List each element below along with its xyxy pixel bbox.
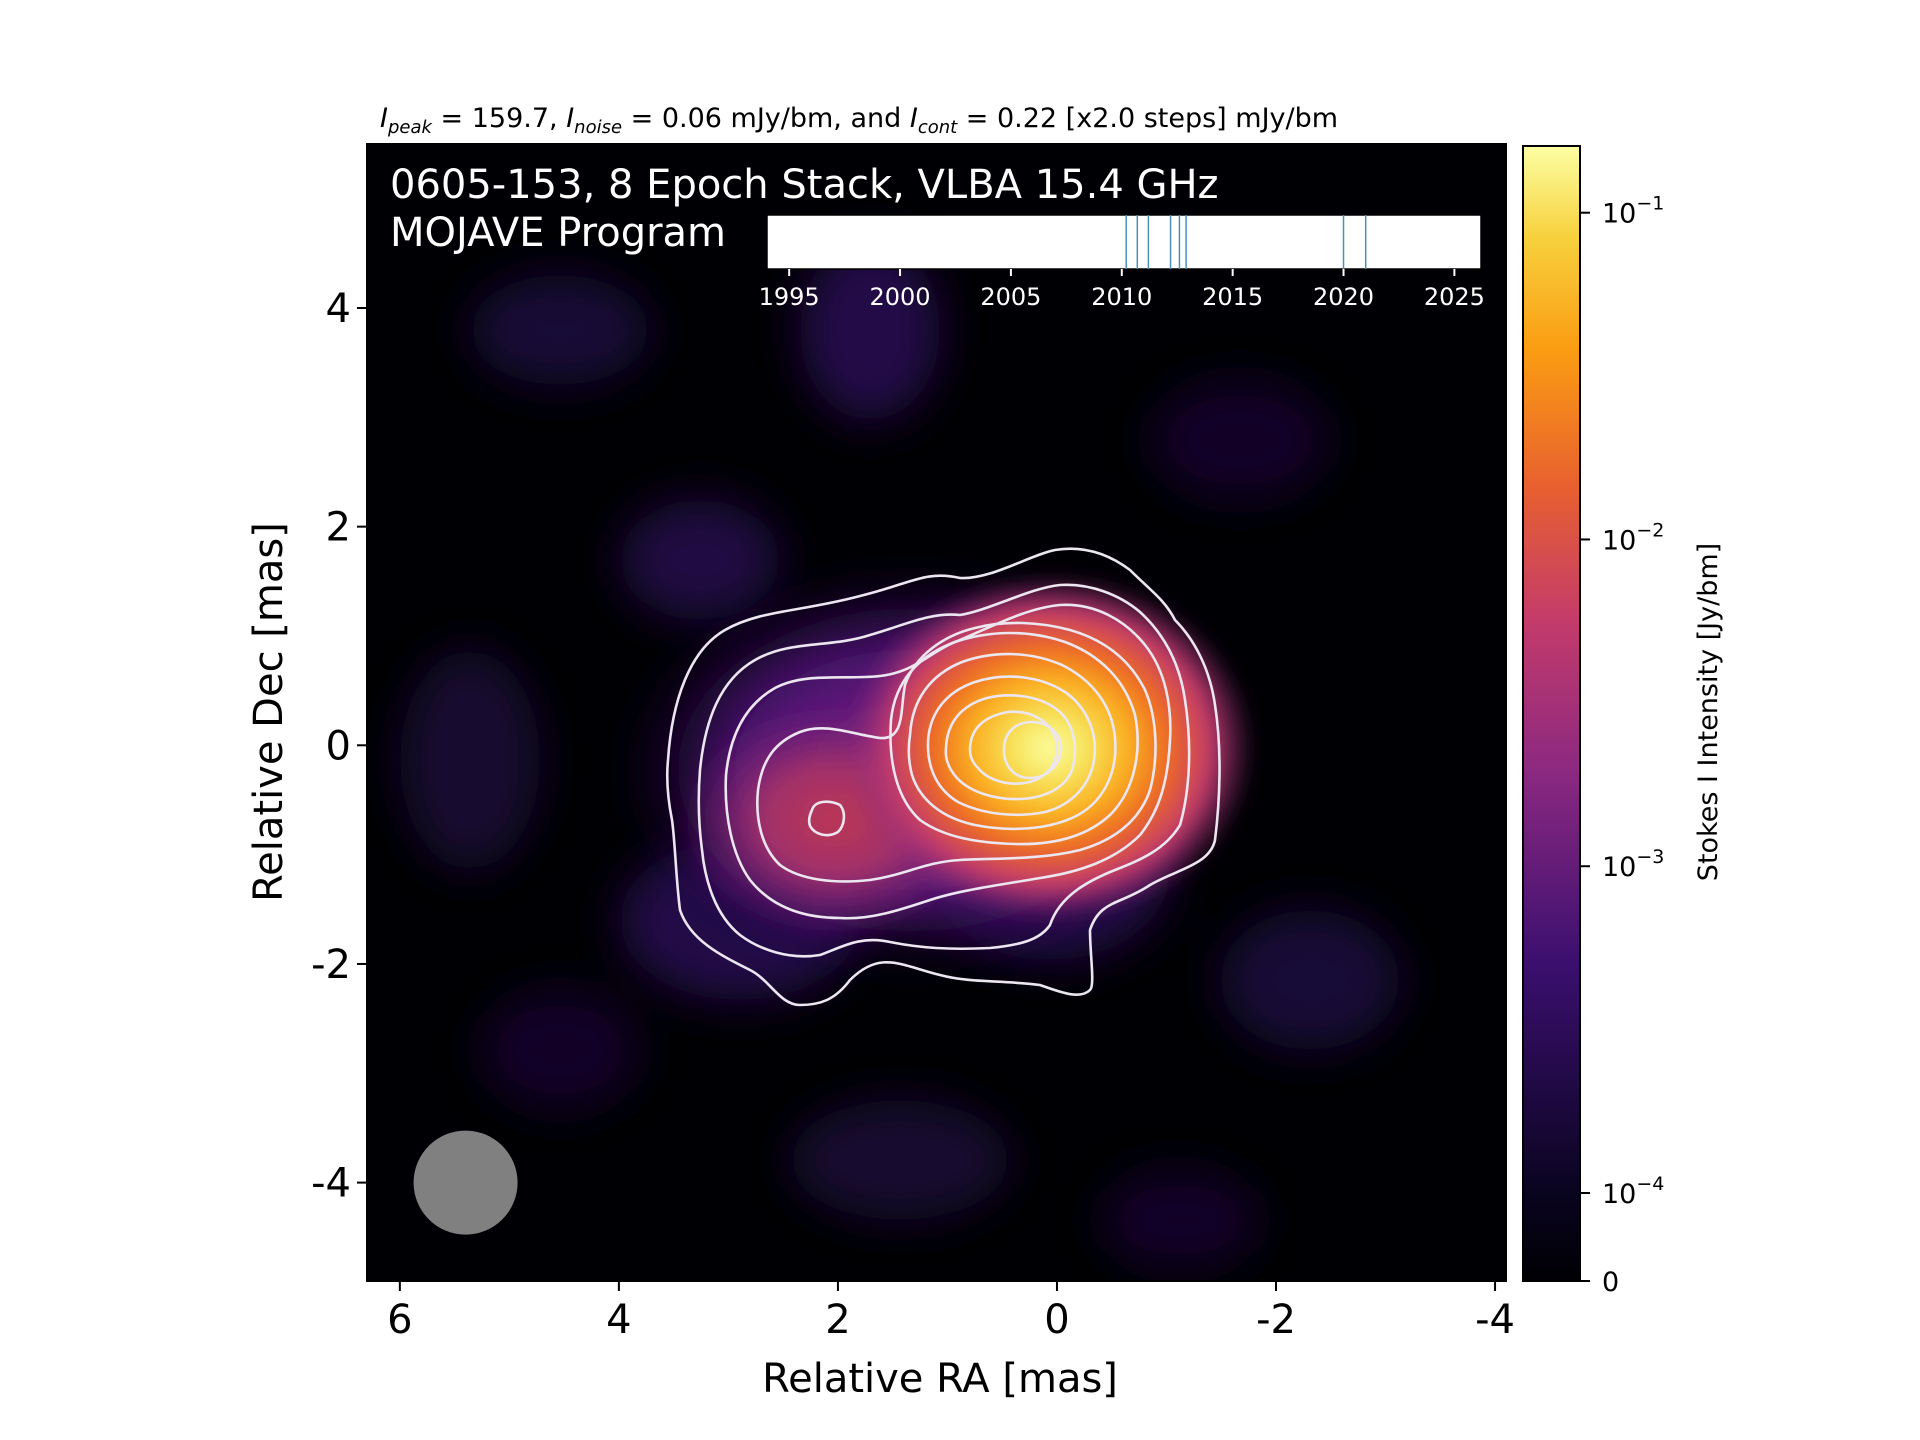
plot-title: 0605-153, 8 Epoch Stack, VLBA 15.4 GHz M… (390, 162, 1219, 256)
contour-6 (907, 652, 1117, 831)
timeline-epochs (1125, 215, 1367, 269)
y-axis: 4 2 0 -2 -4 (311, 286, 367, 1207)
timeline-tick-label: 2010 (1091, 283, 1152, 311)
colorbar-tick-label: 10−1 (1602, 193, 1664, 230)
plot-frame (366, 143, 1507, 1282)
timeline-ticks: 1995 2000 2005 2010 2015 2020 2025 (759, 269, 1485, 311)
contour-8 (944, 694, 1077, 801)
colorbar-tick-label: 10−3 (1602, 846, 1664, 883)
x-tick-label: -4 (1475, 1297, 1515, 1343)
timeline-box (766, 214, 1482, 270)
x-axis-label: Relative RA [mas] (762, 1356, 1118, 1402)
colorbar-tick-label: 10−2 (1602, 519, 1664, 556)
y-tick-label: -4 (311, 1161, 351, 1207)
contour-1 (665, 547, 1221, 1007)
contour-2 (697, 583, 1191, 958)
colorbar: 10−1 10−2 10−3 10−4 0 Stokes I Intensity [Jy… (1522, 145, 1724, 1298)
colorbar-tick-label: 10−4 (1602, 1173, 1664, 1210)
contour-7 (926, 675, 1097, 817)
image-panel: 0605-153, 8 Epoch Stack, VLBA 15.4 GHz M… (367, 144, 1506, 1281)
colorbar-tick-label: 0 (1602, 1267, 1619, 1298)
x-tick-label: -2 (1256, 1297, 1296, 1343)
timeline-tick-label: 2025 (1424, 283, 1485, 311)
y-tick-label: -2 (311, 942, 351, 988)
title-line-2: MOJAVE Program (390, 210, 726, 256)
timeline-tick-label: 2005 (980, 283, 1041, 311)
contour-9 (968, 710, 1059, 785)
beam-ellipse (413, 1130, 518, 1235)
y-tick-label: 0 (326, 723, 351, 769)
colorbar-ticks: 10−1 10−2 10−3 10−4 0 (1580, 193, 1664, 1298)
contour-3 (724, 603, 1172, 920)
timeline-tick-label: 1995 (759, 283, 820, 311)
x-tick-label: 2 (825, 1297, 850, 1343)
core-component (845, 573, 1255, 923)
source-emission (675, 573, 1255, 940)
timeline-tick-label: 2015 (1202, 283, 1263, 311)
contour-10 (1002, 720, 1063, 780)
contour-jet-peak (807, 800, 846, 837)
y-tick-label: 2 (326, 505, 351, 551)
colorbar-bar (1522, 145, 1581, 1282)
y-axis-label: Relative Dec [mas] (246, 522, 292, 902)
contours (665, 547, 1221, 1007)
timeline-tick-label: 2020 (1313, 283, 1374, 311)
x-tick-label: 6 (387, 1297, 412, 1343)
title-line-1: 0605-153, 8 Epoch Stack, VLBA 15.4 GHz (390, 162, 1219, 208)
contour-4 (756, 621, 1157, 883)
colorbar-label: Stokes I Intensity [Jy/bm] (1693, 543, 1724, 881)
timeline-tick-label: 2000 (870, 283, 931, 311)
y-tick-label: 4 (326, 286, 351, 332)
x-tick-label: 0 (1044, 1297, 1069, 1343)
x-tick-label: 4 (606, 1297, 631, 1343)
epoch-timeline: 1995 2000 2005 2010 2015 2020 2025 (759, 214, 1485, 311)
header-stats: Ipeak = 159.7, Inoise = 0.06 mJy/bm, and… (380, 103, 1338, 138)
contour-5 (889, 631, 1139, 846)
x-axis: 6 4 2 0 -2 -4 (387, 1281, 1515, 1343)
